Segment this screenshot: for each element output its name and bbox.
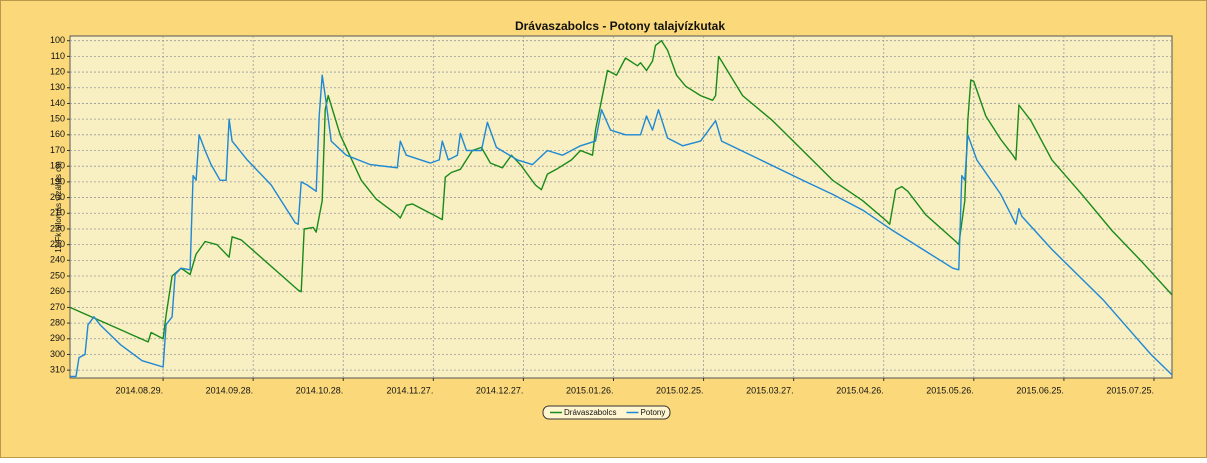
x-tick-label: 2015.02.25. <box>656 385 704 395</box>
x-tick-label: 2014.08.29. <box>116 385 164 395</box>
y-tick-label: 110 <box>51 51 65 61</box>
x-tick-label: 2014.09.28. <box>206 385 254 395</box>
y-tick-label: 310 <box>50 365 65 375</box>
y-tick-label: 170 <box>50 145 65 155</box>
y-tick-label: 140 <box>50 98 65 108</box>
legend-label: Potony <box>640 408 665 417</box>
y-tick-label: 270 <box>50 302 65 312</box>
x-tick-label: 2014.11.27. <box>386 385 433 395</box>
legend-box <box>542 405 671 420</box>
y-tick-label: 180 <box>50 161 65 171</box>
y-tick-label: 100 <box>50 35 65 45</box>
plot-area <box>69 35 1173 379</box>
y-tick-label: 220 <box>50 223 65 233</box>
y-tick-label: 280 <box>50 317 65 327</box>
x-tick-label: 2014.10.28. <box>296 385 344 395</box>
x-tick-label: 2015.05.26. <box>926 385 974 395</box>
y-tick-label: 120 <box>50 66 65 76</box>
y-tick-label: 290 <box>50 333 65 343</box>
x-tick-label: 2015.01.26. <box>566 385 614 395</box>
y-tick-label: 160 <box>50 129 65 139</box>
y-axis-label: 12/Fk állomás vízállás cm <box>54 161 63 253</box>
x-tick-label: 2015.03.27. <box>746 385 794 395</box>
y-tick-label: 260 <box>50 286 65 296</box>
x-tick-label: 2015.04.26. <box>836 385 884 395</box>
y-tick-label: 300 <box>50 349 65 359</box>
y-tick-label: 200 <box>50 192 65 202</box>
y-tick-label: 250 <box>50 270 65 280</box>
y-tick-label: 230 <box>50 239 65 249</box>
series-line <box>70 74 1173 378</box>
chart-title: Drávaszabolcs - Potony talajvízkutak <box>515 19 725 33</box>
x-tick-label: 2015.07.25. <box>1106 385 1154 395</box>
y-tick-label: 130 <box>50 82 65 92</box>
series-line <box>69 40 1173 343</box>
y-tick-label: 190 <box>50 176 65 186</box>
y-tick-label: 210 <box>50 208 65 218</box>
y-tick-label: 240 <box>50 255 65 265</box>
legend: Drávaszabolcs Potony <box>542 405 671 420</box>
y-tick-label: 150 <box>50 114 65 124</box>
x-tick-label: 2014.12.27. <box>476 385 524 395</box>
legend-label: Drávaszabolcs <box>564 408 616 417</box>
x-tick-label: 2015.06.25. <box>1016 385 1064 395</box>
